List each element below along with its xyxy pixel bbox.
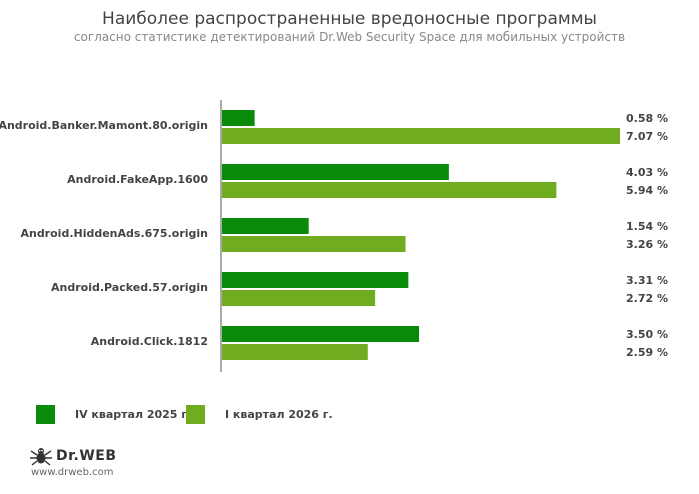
legend-label-series-1: IV квартал 2025 г. (75, 408, 192, 421)
bar-series-1 (222, 272, 409, 288)
data-label: 3.31 % (626, 274, 668, 287)
data-label: 3.50 % (626, 328, 668, 341)
bar-series-2 (222, 128, 620, 144)
category-label: Android.Banker.Mamont.80.origin (0, 119, 208, 132)
data-label: 5.94 % (626, 184, 668, 197)
bar-series-1 (222, 326, 420, 342)
data-label: 2.72 % (626, 292, 668, 305)
data-label: 4.03 % (626, 166, 668, 179)
category-label: Android.Packed.57.origin (51, 281, 208, 294)
category-label: Android.HiddenAds.675.origin (20, 227, 208, 240)
chart-title: Наиболее распространенные вредоносные пр… (102, 9, 597, 29)
legend-label-series-2: I квартал 2026 г. (225, 408, 333, 421)
bar-series-1 (222, 164, 449, 180)
category-label: Android.Click.1812 (91, 335, 208, 348)
bar-series-2 (222, 344, 368, 360)
legend-swatch-series-2 (186, 405, 205, 424)
bar-series-1 (222, 110, 255, 126)
chart-subtitle: согласно статистике детектирований Dr.We… (73, 30, 626, 44)
spider-icon (30, 448, 52, 466)
bar-series-2 (222, 182, 557, 198)
legend-item-series-2: I квартал 2026 г. (186, 405, 333, 424)
data-label: 1.54 % (626, 220, 668, 233)
bar-series-1 (222, 218, 309, 234)
data-label: 2.59 % (626, 346, 668, 359)
bar-series-2 (222, 290, 376, 306)
data-label: 7.07 % (626, 130, 668, 143)
data-label: 0.58 % (626, 112, 668, 125)
category-label: Android.FakeApp.1600 (67, 173, 208, 186)
data-label: 3.26 % (626, 238, 668, 251)
drweb-logo[interactable]: Dr.WEB www.drweb.com (30, 446, 117, 478)
legend-item-series-1: IV квартал 2025 г. (36, 405, 191, 424)
bar-series-2 (222, 236, 406, 252)
logo-url: www.drweb.com (31, 467, 114, 478)
legend-swatch-series-1 (36, 405, 55, 424)
logo-brand: Dr.WEB (56, 448, 117, 464)
